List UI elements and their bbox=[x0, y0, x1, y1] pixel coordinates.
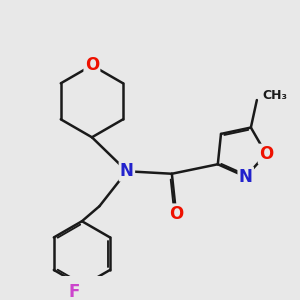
Text: N: N bbox=[239, 168, 253, 186]
Text: F: F bbox=[69, 283, 80, 300]
Text: O: O bbox=[169, 205, 183, 223]
Text: O: O bbox=[85, 56, 99, 74]
Text: N: N bbox=[120, 162, 134, 180]
Text: CH₃: CH₃ bbox=[263, 88, 288, 102]
Text: O: O bbox=[259, 145, 273, 163]
